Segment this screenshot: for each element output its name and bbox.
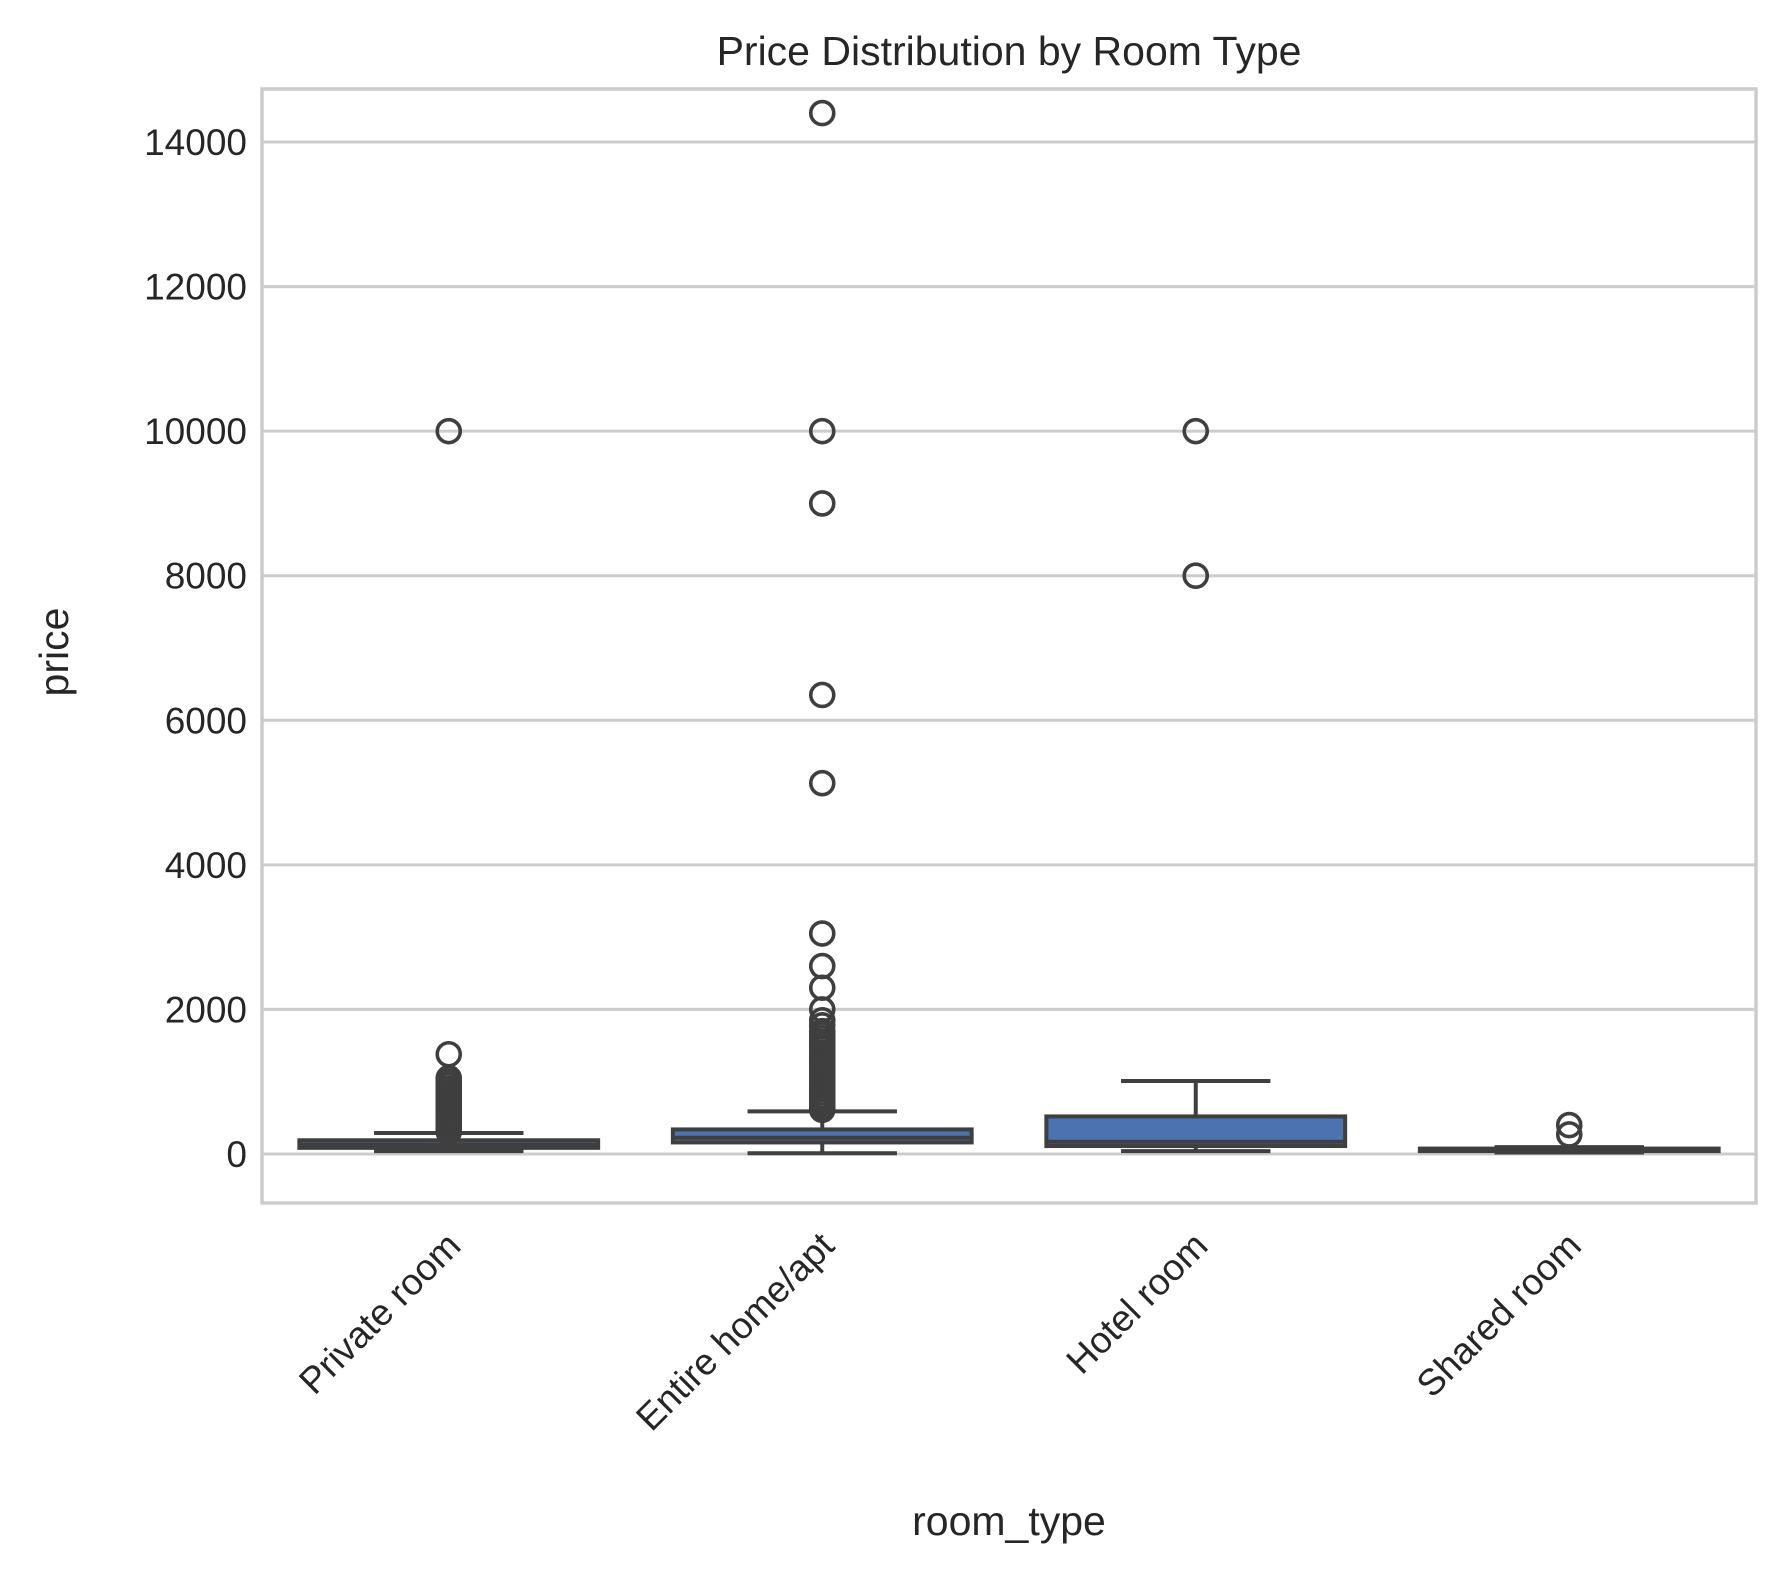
outlier-point [808,952,836,980]
y-tick-label: 14000 [144,122,247,163]
outlier-point [808,1096,836,1124]
box-group-4 [1417,1111,1721,1155]
box-layer [297,99,1721,1156]
y-tick-labels: 0 2000 4000 6000 8000 10000 12000 14000 [144,122,247,1175]
y-tick-label: 10000 [144,411,247,452]
box-group-2 [670,99,974,1156]
outlier-point [808,99,836,127]
outlier-point [808,417,836,445]
outlier-point [808,681,836,709]
outlier-point [435,1118,463,1146]
outlier-point [1555,1111,1583,1139]
box-group-3 [1044,417,1348,1154]
y-tick-label: 2000 [165,989,247,1030]
x-tick-label: Entire home/apt [628,1224,842,1438]
box-group-1 [297,417,601,1154]
outlier-point [1182,417,1210,445]
plot-frame [260,87,1758,1205]
y-tick-label: 6000 [165,700,247,741]
outlier-point [435,417,463,445]
y-tick-label: 0 [226,1134,247,1175]
x-axis-label: room_type [912,1498,1106,1544]
outlier-point [1555,1121,1583,1148]
y-tick-label: 4000 [165,845,247,886]
x-tick-label: Private room [291,1225,468,1402]
outlier-point [435,1040,463,1068]
x-tick-labels: Private room Entire home/apt Hotel room Sha… [291,1224,1589,1438]
chart-title: Price Distribution by Room Type [717,28,1302,74]
outlier-point [808,974,836,1002]
outlier-point [1182,562,1210,590]
y-tick-label: 8000 [165,556,247,597]
y-axis-label: price [31,608,77,697]
outlier-point [808,920,836,947]
outlier-point [808,769,836,797]
grid-layer [262,140,1756,1156]
y-tick-label: 12000 [144,267,247,308]
outlier-point [808,490,836,517]
x-tick-label: Hotel room [1058,1225,1215,1382]
x-tick-label: Shared room [1409,1225,1589,1405]
